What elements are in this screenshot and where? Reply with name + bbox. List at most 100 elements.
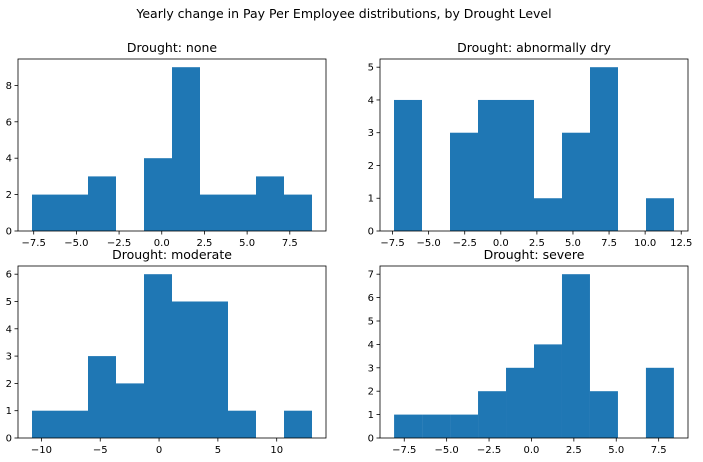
histogram-bar (284, 410, 312, 438)
y-tick-label: 2 (6, 190, 12, 201)
x-tick-label: 2.5 (196, 238, 212, 249)
x-tick-label: 2.5 (529, 238, 545, 249)
histogram-bar (228, 410, 256, 438)
x-tick-label: 5 (215, 445, 221, 456)
y-tick-label: 3 (6, 352, 12, 363)
axes-frame (17, 265, 327, 439)
x-tick-label: 7.5 (282, 238, 298, 249)
histogram-bar (534, 344, 562, 438)
x-tick-label: −5.0 (435, 445, 459, 456)
x-tick-label: 12.5 (670, 238, 692, 249)
subplot-3: Drought: moderate −10 −5 0 5 10 0 1 2 3 4 5 6 (6, 247, 327, 456)
y-tick-label: 5 (368, 63, 374, 74)
axes-frame (17, 58, 327, 232)
y-tick-label: 1 (6, 406, 12, 417)
subplot-2: Drought: abnormally dry −7.5 −5.0 −2.5 0.0 2.… (368, 40, 693, 249)
y-tick-label: 6 (368, 293, 374, 304)
y-tick-label: 3 (368, 363, 374, 374)
x-tick-label: −5.0 (64, 238, 88, 249)
x-tick-label: 10.0 (634, 238, 656, 249)
histogram-bar (200, 301, 228, 438)
subplot-title: Drought: none (127, 40, 217, 55)
histogram-bar (422, 414, 451, 438)
subplot-title: Drought: moderate (112, 247, 232, 262)
y-tick-label: 4 (368, 340, 374, 351)
subplot-1: Drought: none −7.5 −5.0 −2.5 0.0 2.5 5.0 7.5 0 2 4… (6, 40, 327, 249)
x-tick-label: −5.0 (416, 238, 440, 249)
histogram-bar (172, 67, 200, 231)
histogram-bar (144, 158, 172, 231)
y-tick-label: 4 (368, 95, 374, 106)
y-tick-label: 3 (368, 128, 374, 139)
x-tick-label: 5.0 (565, 238, 581, 249)
x-tick-label: 5.0 (239, 238, 255, 249)
x-tick-label: −7.5 (392, 445, 416, 456)
x-tick-label: 7.5 (601, 238, 617, 249)
histogram-bar (284, 194, 312, 231)
axes-frame (379, 58, 689, 232)
y-tick-label: 0 (6, 434, 12, 445)
histogram-bar (478, 391, 507, 438)
histogram-bar (506, 99, 534, 231)
histogram-bar (590, 67, 618, 231)
x-tick-label: −7.5 (380, 238, 404, 249)
x-tick-label: 2.5 (566, 445, 582, 456)
subplot-grid: Drought: none −7.5 −5.0 −2.5 0.0 2.5 5.0 7.5 0 2 4… (6, 40, 693, 456)
x-tick-label: −2.5 (477, 445, 501, 456)
histogram-bar (144, 274, 172, 438)
y-tick-label: 7 (368, 270, 374, 281)
histogram-bar (228, 194, 256, 231)
x-tick-label: −10 (31, 445, 52, 456)
subplot-title: Drought: abnormally dry (457, 40, 611, 55)
x-tick-label: 0 (156, 445, 162, 456)
y-tick-label: 1 (368, 194, 374, 205)
y-tick-label: 8 (6, 81, 12, 92)
y-tick-label: 0 (368, 227, 374, 238)
histogram-bar (534, 198, 562, 231)
figure-title: Yearly change in Pay Per Employee distri… (135, 6, 551, 21)
subplot-title: Drought: severe (484, 247, 585, 262)
x-tick-label: −2.5 (107, 238, 131, 249)
y-tick-label: 4 (6, 324, 12, 335)
x-tick-label: −7.5 (22, 238, 46, 249)
histogram-bar (562, 132, 590, 231)
histogram-bar (394, 99, 422, 231)
x-tick-label: 7.5 (651, 445, 667, 456)
histogram-bar (60, 410, 88, 438)
x-tick-label: 0.0 (493, 238, 509, 249)
histogram-bar (589, 391, 618, 438)
x-tick-label: −5 (93, 445, 108, 456)
histogram-bar (478, 99, 506, 231)
y-tick-label: 5 (6, 297, 12, 308)
histogram-bar (450, 414, 479, 438)
histogram-bar (88, 176, 116, 231)
histogram-bar (60, 194, 88, 231)
y-tick-label: 2 (368, 161, 374, 172)
y-tick-label: 0 (368, 434, 374, 445)
x-tick-label: 5.0 (608, 445, 624, 456)
histogram-bar (116, 383, 144, 438)
y-tick-label: 0 (6, 227, 12, 238)
histogram-bar (394, 414, 423, 438)
histogram-bar (645, 367, 674, 438)
subplot-4: Drought: severe −7.5 −5.0 −2.5 0.0 2.5 5.0 7.5 0… (368, 247, 689, 456)
histogram-bar (506, 367, 534, 438)
y-tick-label: 2 (368, 387, 374, 398)
y-tick-label: 6 (6, 117, 12, 128)
x-tick-label: −2.5 (453, 238, 477, 249)
x-tick-label: 0.0 (524, 445, 540, 456)
y-tick-label: 2 (6, 379, 12, 390)
y-tick-label: 6 (6, 270, 12, 281)
histogram-bar (561, 274, 590, 438)
histogram-bar (646, 198, 674, 231)
y-tick-label: 5 (368, 316, 374, 327)
axes-frame (379, 265, 689, 439)
histogram-bar (200, 194, 228, 231)
y-tick-label: 1 (368, 410, 374, 421)
histogram-bar (172, 301, 200, 438)
histogram-bar (32, 410, 60, 438)
histogram-bar (450, 132, 478, 231)
x-tick-label: 10 (270, 445, 283, 456)
histogram-bar (88, 356, 116, 438)
